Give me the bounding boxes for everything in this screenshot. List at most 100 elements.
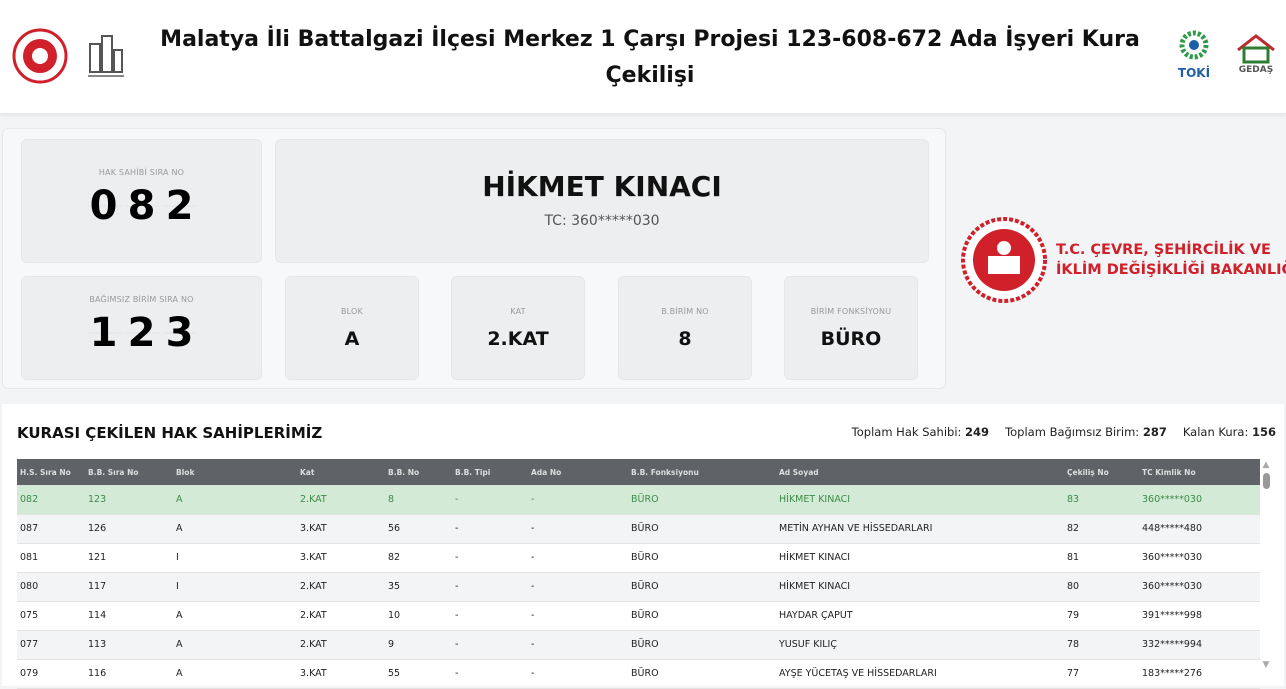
table-cell: 3.KAT [297, 659, 385, 689]
birim-fonksiyonu-card: BİRİM FONKSİYONU BÜRO [784, 276, 918, 380]
table-cell: 2.KAT [297, 485, 385, 515]
municipality-emblem-icon [12, 28, 68, 84]
table-cell: 081 [17, 543, 85, 573]
stats: Toplam Hak Sahibi: 249 Toplam Bağımsız B… [852, 425, 1276, 439]
detail-value: 8 [678, 328, 692, 350]
table-cell: 079 [17, 659, 85, 689]
detail-value: 2.KAT [487, 328, 549, 350]
table-cell: 83 [1064, 485, 1139, 515]
column-header: B.B. Fonksiyonu [628, 459, 776, 485]
table-cell: 391*****998 [1139, 601, 1260, 631]
table-cell: 113 [85, 630, 173, 660]
table-cell: - [528, 659, 628, 689]
table-cell: HİKMET KINACI [776, 543, 1064, 573]
bb-label: BAĞIMSIZ BİRİM SIRA NO [89, 295, 194, 304]
stat-total-hak-sahibi: Toplam Hak Sahibi: 249 [851, 425, 990, 439]
hak-sahibi-label: HAK SAHİBİ SIRA NO [98, 168, 185, 177]
table-cell: BÜRO [628, 514, 776, 544]
table-cell: - [528, 601, 628, 631]
table-cell: 077 [17, 630, 85, 660]
table-cell: - [528, 572, 628, 602]
detail-label: BİRİM FONKSİYONU [810, 307, 892, 316]
column-header: Kat [297, 459, 385, 485]
table-cell: 117 [85, 572, 173, 602]
table-row[interactable]: 075 114 A 2.KAT 10- - BÜRO HAYDAR ÇAPUT 79 391***… [17, 601, 1260, 631]
kat-card: KAT 2.KAT [451, 276, 585, 380]
table-cell: - [528, 485, 628, 515]
table-cell: 2.KAT [297, 630, 385, 660]
table-cell: 3.KAT [297, 514, 385, 544]
table-cell: 360*****030 [1139, 572, 1260, 602]
table-cell: - [452, 572, 528, 602]
column-header: B.B. No [385, 459, 452, 485]
page-title: Malatya İli Battalgazi İlçesi Merkez 1 Ç… [160, 27, 1140, 88]
table-cell: BÜRO [628, 659, 776, 689]
table-scrollbar[interactable]: ▲ ▼ [1260, 460, 1272, 680]
table-cell: HİKMET KINACI [776, 485, 1064, 515]
svg-text:TOKİ: TOKİ [1178, 65, 1210, 80]
table-cell: 80 [1064, 572, 1139, 602]
table-cell: HİKMET KINACI [776, 572, 1064, 602]
column-header: Ad Soyad [776, 459, 1064, 485]
table-row[interactable]: 082 123 A 2.KAT 8- - BÜRO HİKMET KINACI 83 360***… [17, 485, 1260, 515]
table-cell: METİN AYHAN VE HİSSEDARLARI [776, 514, 1064, 544]
table-cell: 79 [1064, 601, 1139, 631]
table-cell: 114 [85, 601, 173, 631]
table-cell: 080 [17, 572, 85, 602]
winner-tc: TC: 360*****030 [544, 213, 660, 229]
ministry-emblem-icon [961, 217, 1047, 303]
table-cell: 2.KAT [297, 572, 385, 602]
scroll-thumb[interactable] [1262, 473, 1270, 489]
table-cell: 9 [385, 630, 452, 660]
detail-value: A [344, 328, 360, 350]
svg-text:GEDAŞ: GEDAŞ [1239, 65, 1273, 74]
table-cell: 360*****030 [1139, 485, 1260, 515]
hak-sahibi-card: HAK SAHİBİ SIRA NO 0 8 2 [21, 139, 262, 263]
table-cell: YUSUF KILIÇ [776, 630, 1064, 660]
table-cell: 332*****994 [1139, 630, 1260, 660]
table-cell: 087 [17, 514, 85, 544]
table-row[interactable]: 079 116 A 3.KAT 55- - BÜRO AYŞE YÜCETAŞ VE HİSS… [17, 659, 1260, 689]
table-cell: A [173, 601, 297, 631]
table-cell: - [528, 630, 628, 660]
header: Malatya İli Battalgazi İlçesi Merkez 1 Ç… [0, 0, 1286, 114]
column-header: B.B. Sıra No [85, 459, 173, 485]
table-cell: HAYDAR ÇAPUT [776, 601, 1064, 631]
column-header: Ada No [528, 459, 628, 485]
table-cell: - [452, 601, 528, 631]
table-row[interactable]: 080 117 I 2.KAT 35- - BÜRO HİKMET KINACI 80 360**… [17, 572, 1260, 602]
table-cell: BÜRO [628, 543, 776, 573]
table-cell: - [528, 514, 628, 544]
table-row[interactable]: 087 126 A 3.KAT 56- - BÜRO METİN AYHAN VE HİSSE… [17, 514, 1260, 544]
table-header-row: H.S. Sıra No B.B. Sıra No Blok Kat B.B. No B.… [17, 459, 1260, 485]
table-cell: - [452, 485, 528, 515]
table-cell: 82 [385, 543, 452, 573]
table-cell: - [528, 543, 628, 573]
current-draw-panel: HAK SAHİBİ SIRA NO 0 8 2 HİKMET KINACI T… [2, 128, 946, 389]
scroll-up-icon[interactable]: ▲ [1262, 460, 1270, 470]
table-cell: 78 [1064, 630, 1139, 660]
table-cell: 10 [385, 601, 452, 631]
detail-value: BÜRO [820, 328, 882, 350]
table-cell: 123 [85, 485, 173, 515]
table-cell: I [173, 543, 297, 573]
table-row[interactable]: 077 113 A 2.KAT 9- - BÜRO YUSUF KILIÇ 78 332*****… [17, 630, 1260, 660]
ministry-line2: İKLİM DEĞİŞİKLİĞİ BAKANLIĞI [1056, 262, 1286, 278]
stat-total-bagimsiz-birim: Toplam Bağımsız Birim: 287 [1005, 425, 1167, 439]
table-cell: 360*****030 [1139, 543, 1260, 573]
table-cell: 81 [1064, 543, 1139, 573]
table-cell: BÜRO [628, 485, 776, 515]
column-header: Çekiliş No [1064, 459, 1139, 485]
digit: 2 [162, 183, 197, 229]
table-cell: 075 [17, 601, 85, 631]
table-cell: BÜRO [628, 601, 776, 631]
table-cell: 121 [85, 543, 173, 573]
scroll-down-icon[interactable]: ▼ [1262, 660, 1270, 670]
ministry-line1: T.C. ÇEVRE, ŞEHİRCİLİK VE [1056, 242, 1271, 258]
table-row[interactable]: 081 121 I 3.KAT 82- - BÜRO HİKMET KINACI 81 360**… [17, 543, 1260, 573]
table-cell: 56 [385, 514, 452, 544]
table-cell: A [173, 630, 297, 660]
section-title: KURASI ÇEKİLEN HAK SAHİPLERİMİZ [17, 424, 323, 442]
digit: 0 [86, 183, 121, 229]
digit: 2 [124, 310, 159, 356]
